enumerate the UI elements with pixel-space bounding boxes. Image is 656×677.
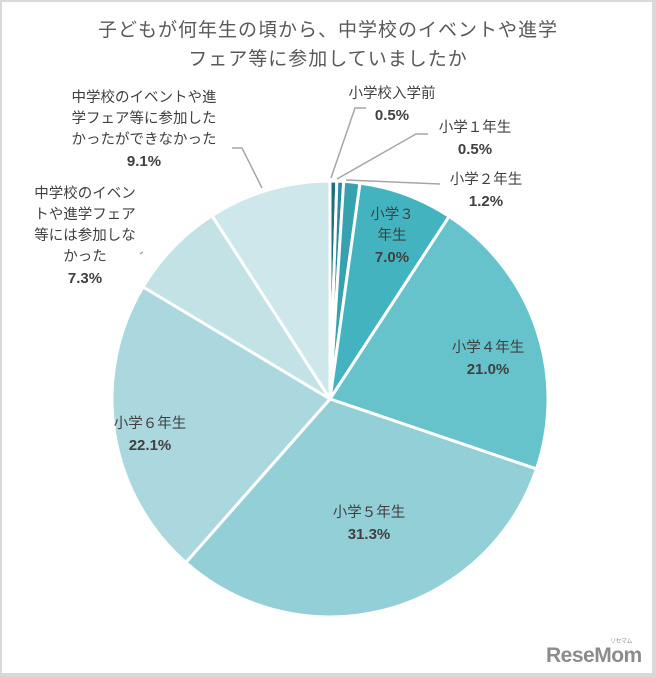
label-grade2: 小学２年生 1.2% xyxy=(449,172,523,210)
chart-title-line-2: フェア等に参加していましたか xyxy=(188,48,468,70)
label-grade3: 小学３ 年生 7.0% xyxy=(370,207,414,266)
leader-line xyxy=(139,251,144,255)
chart-title: 子どもが何年生の頃から、中学校のイベントや進学 フェア等に参加していましたか xyxy=(0,16,656,74)
pie-slice xyxy=(110,285,332,565)
label-grade1: 小学１年生 0.5% xyxy=(438,120,512,158)
pie-slice xyxy=(328,214,550,471)
leader-line xyxy=(345,179,441,185)
label-did-not-attend: 中学校のイベン トや進学フェア 等には参加しな かった 7.3% xyxy=(34,186,136,287)
leader-line xyxy=(336,133,428,180)
resemom-logo: ReseMom リセマム xyxy=(546,639,642,667)
leader-line xyxy=(232,147,263,189)
chart-title-line-1: 子どもが何年生の頃から、中学校のイベントや進学 xyxy=(97,19,558,41)
pie-slice xyxy=(141,214,332,401)
label-grade6: 小学６年生 22.1% xyxy=(113,416,187,454)
pie-slice xyxy=(184,397,538,619)
label-grade5: 小学５年生 31.3% xyxy=(332,505,406,543)
pie-slice xyxy=(210,179,332,401)
label-wanted-but-could-not: 中学校のイベントや進 学フェア等に参加した かったができなかった 9.1% xyxy=(71,90,217,170)
leader-line xyxy=(330,107,366,179)
label-before-elementary: 小学校入学前 0.5% xyxy=(348,86,436,124)
label-grade4: 小学４年生 21.0% xyxy=(451,340,525,378)
